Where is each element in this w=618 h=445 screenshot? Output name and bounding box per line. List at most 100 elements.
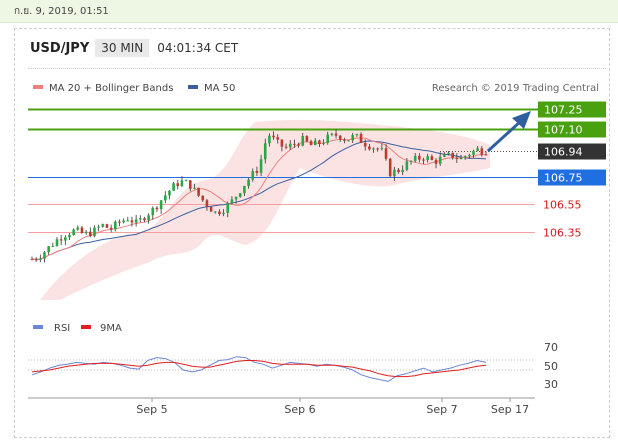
candle — [222, 209, 225, 217]
candle — [405, 157, 409, 172]
candle — [163, 191, 167, 204]
level-label: 106.55 — [543, 199, 582, 212]
candle — [126, 216, 130, 222]
candle — [326, 131, 330, 145]
candle — [101, 223, 105, 228]
rsi-legend-label: RSI — [54, 323, 70, 334]
candle — [34, 257, 38, 262]
candle — [284, 143, 288, 150]
candle — [388, 157, 392, 177]
candle — [47, 245, 50, 255]
timeframe-badge[interactable]: 30 MIN — [95, 39, 150, 57]
price-level-107-10: 107.10 — [28, 121, 606, 138]
candle — [347, 140, 350, 142]
candle — [209, 206, 213, 212]
candle — [297, 142, 300, 148]
candle — [147, 213, 150, 224]
level-label: 106.94 — [544, 146, 583, 159]
rsi-ma-line — [31, 360, 487, 378]
candle — [76, 225, 80, 231]
candle — [114, 220, 117, 232]
price-level-107-25: 107.25 — [28, 101, 606, 118]
candle — [72, 228, 75, 236]
rsi-tick-70: 70 — [544, 341, 558, 354]
level-label: 107.10 — [544, 124, 583, 137]
candle — [280, 139, 284, 152]
candle — [368, 143, 371, 151]
candle — [176, 179, 180, 190]
candle — [359, 132, 363, 144]
candle — [480, 146, 484, 157]
candle — [409, 160, 413, 165]
candle — [243, 185, 246, 197]
price-level-106-94: 106.94 — [440, 143, 606, 160]
candle — [168, 190, 171, 200]
candle — [343, 137, 346, 144]
candle — [447, 151, 450, 156]
candle — [43, 250, 46, 263]
candle — [451, 152, 454, 160]
candle — [55, 236, 59, 247]
candle — [172, 181, 175, 191]
bollinger-bands — [40, 119, 490, 301]
candle — [259, 154, 263, 177]
candle — [226, 201, 230, 218]
candle — [238, 192, 242, 198]
candle — [330, 132, 334, 137]
candle — [268, 133, 271, 147]
candle — [318, 139, 321, 148]
candle — [288, 140, 292, 150]
timestamp: ก.ย. 9, 2019, 01:51 — [14, 6, 109, 17]
credit-text: Research © 2019 Trading Central — [432, 83, 599, 94]
candle — [255, 166, 259, 177]
candle — [93, 225, 96, 238]
price-level-106-75: 106.75 — [28, 169, 606, 186]
candle — [218, 209, 221, 216]
candle — [313, 138, 317, 146]
ma50-line — [32, 140, 487, 260]
candle — [51, 242, 55, 248]
candle — [39, 254, 42, 263]
candle — [293, 139, 296, 148]
candle — [363, 139, 367, 151]
rsi-tick-50: 50 — [544, 360, 558, 373]
candle — [143, 216, 146, 222]
candle — [472, 149, 475, 158]
candle — [134, 214, 138, 227]
candlesticks — [30, 129, 488, 263]
candle — [213, 211, 217, 214]
candle — [413, 152, 417, 163]
candle — [263, 138, 267, 164]
x-tick-sep-5: Sep 5 — [136, 403, 167, 416]
price-level-106-55: 106.55 — [28, 199, 582, 212]
candle — [468, 153, 471, 159]
candle — [97, 224, 100, 232]
x-axis-ticks — [151, 398, 511, 402]
candle — [247, 177, 250, 189]
candle — [138, 215, 142, 223]
level-label: 106.75 — [544, 172, 583, 185]
candle — [251, 168, 255, 182]
candle — [434, 158, 438, 169]
currency-pair: USD/JPY — [30, 40, 90, 56]
candle — [89, 227, 92, 238]
candle — [351, 132, 355, 144]
level-label: 107.25 — [544, 104, 583, 117]
candle — [463, 155, 467, 160]
level-label: 106.35 — [543, 227, 582, 240]
ma20-legend-swatch — [33, 85, 43, 89]
candle — [180, 176, 184, 188]
candle — [384, 144, 388, 161]
candle — [272, 131, 275, 140]
price-levels: 107.25 107.10 106.94 106.75 106.55 106.35 — [28, 101, 606, 240]
x-tick-sep-17: Sep 17 — [491, 403, 529, 416]
candle — [105, 223, 109, 229]
chart-time: 04:01:34 CET — [157, 41, 239, 55]
candle — [130, 216, 134, 227]
price-level-106-35: 106.35 — [28, 227, 582, 240]
candle — [372, 147, 375, 153]
ma50-legend-swatch — [188, 85, 198, 89]
candle — [380, 143, 384, 151]
rsi-ma-legend-label: 9MA — [100, 323, 122, 334]
